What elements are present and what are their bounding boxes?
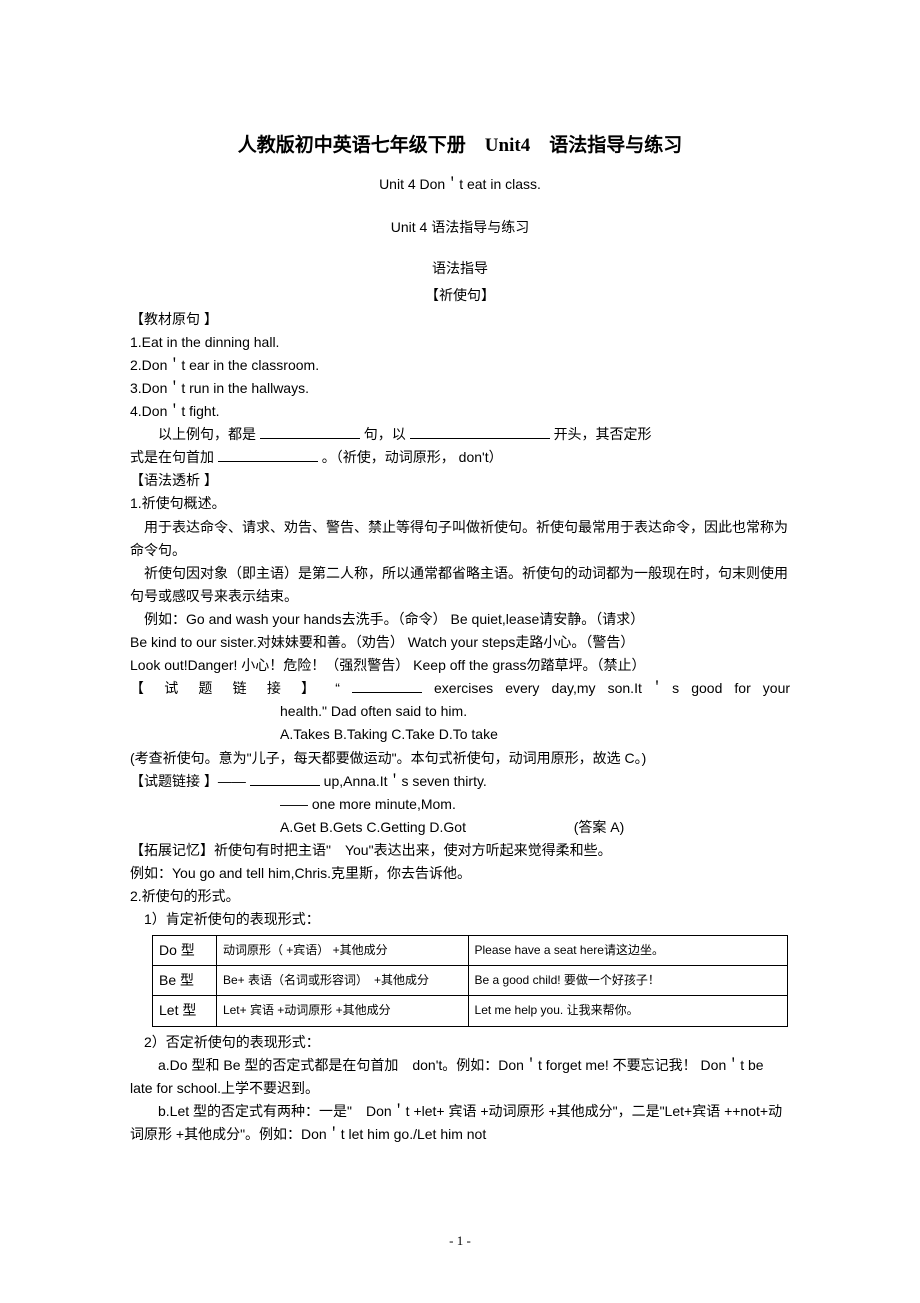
blank-field (250, 772, 320, 786)
table-row: Do 型 动词原形（ +宾语） +其他成分 Please have a seat… (153, 936, 788, 966)
document-title: 人教版初中英语七年级下册 Unit4 语法指导与练习 (130, 130, 790, 161)
text: exercises every day,my son.It＇s good for… (434, 680, 790, 696)
positive-form-heading: 1）肯定祈使句的表现形式： (130, 908, 790, 931)
cell-example: Please have a seat here请这边坐。 (468, 936, 787, 966)
document-page: 人教版初中英语七年级下册 Unit4 语法指导与练习 Unit 4 Don＇t … (0, 0, 920, 1186)
page-number: - 1 - (0, 1233, 920, 1249)
cell-example: Be a good child! 要做一个好孩子！ (468, 966, 787, 996)
question-link-1-choices: A.Takes B.Taking C.Take D.To take (130, 723, 790, 746)
extension-label: 【拓展记忆】祈使句有时把主语" You"表达出来，使对方听起来觉得柔和些。 (130, 839, 790, 862)
analysis-4: 例如：Go and wash your hands去洗手。（命令） Be qui… (130, 608, 790, 631)
text: 以上例句，都是 (158, 426, 260, 442)
source-sentence-4: 4.Don＇t fight. (130, 400, 790, 423)
blank-field (260, 425, 360, 439)
source-label: 【教材原句 】 (130, 308, 790, 331)
source-sentence-1: 1.Eat in the dinning hall. (130, 331, 790, 354)
negative-form-b: b.Let 型的否定式有两种：一是" Don＇t +let+ 宾语 +动词原形 … (130, 1100, 790, 1146)
question-link-1-explanation: (考查祈使句。意为"儿子，每天都要做运动"。本句式祈使句，动词用原形，故选 C。… (130, 747, 790, 770)
analysis-2: 用于表达命令、请求、劝告、警告、禁止等得句子叫做祈使句。祈使句最常用于表达命令，… (130, 516, 790, 562)
text: 【 试 题 链 接 】 “ (130, 680, 352, 696)
answer-text: (答案 A) (574, 819, 625, 835)
form-heading: 2.祈使句的形式。 (130, 885, 790, 908)
question-link-1-line-1: 【 试 题 链 接 】 “ exercises every day,my son… (130, 677, 790, 700)
analysis-1: 1.祈使句概述。 (130, 492, 790, 515)
section-label: Unit 4 语法指导与练习 (130, 216, 790, 239)
analysis-label: 【语法透析 】 (130, 469, 790, 492)
source-sentence-3: 3.Don＇t run in the hallways. (130, 377, 790, 400)
text: up,Anna.It＇s seven thirty. (324, 773, 487, 789)
text: 【试题链接 】—— (130, 773, 250, 789)
negative-form-a: a.Do 型和 Be 型的否定式都是在句首加 don't。例如：Don＇t fo… (130, 1054, 790, 1100)
cell-structure: Be+ 表语（名词或形容词） +其他成分 (216, 966, 468, 996)
cell-type: Do 型 (153, 936, 217, 966)
grammar-subheading: 【祈使句】 (130, 285, 790, 308)
question-link-2-choices: A.Get B.Gets C.Getting D.Got (答案 A) (130, 816, 790, 839)
question-link-2-line-1: 【试题链接 】—— up,Anna.It＇s seven thirty. (130, 770, 790, 793)
fill-blank-line-1: 以上例句，都是 句，以 开头，其否定形 (130, 423, 790, 446)
subtitle: Unit 4 Don＇t eat in class. (130, 173, 790, 196)
analysis-6: Look out!Danger! 小心！危险！（强烈警告） Keep off t… (130, 654, 790, 677)
source-sentence-2: 2.Don＇t ear in the classroom. (130, 354, 790, 377)
cell-structure: Let+ 宾语 +动词原形 +其他成分 (216, 996, 468, 1026)
analysis-3: 祈使句因对象（即主语）是第二人称，所以通常都省略主语。祈使句的动词都为一般现在时… (130, 562, 790, 608)
text: 。（祈使，动词原形， don't） (322, 449, 503, 465)
blank-field (410, 425, 550, 439)
cell-structure: 动词原形（ +宾语） +其他成分 (216, 936, 468, 966)
negative-form-heading: 2）否定祈使句的表现形式： (130, 1031, 790, 1054)
text: 式是在句首加 (130, 449, 218, 465)
grammar-heading: 语法指导 (130, 258, 790, 281)
question-link-1-line-2: health." Dad often said to him. (130, 700, 790, 723)
text: 开头，其否定形 (554, 426, 652, 442)
imperative-forms-table: Do 型 动词原形（ +宾语） +其他成分 Please have a seat… (152, 935, 788, 1026)
cell-type: Be 型 (153, 966, 217, 996)
analysis-5: Be kind to our sister.对妹妹要和善。（劝告） Watch … (130, 631, 790, 654)
table-row: Be 型 Be+ 表语（名词或形容词） +其他成分 Be a good chil… (153, 966, 788, 996)
blank-field (352, 679, 422, 693)
cell-type: Let 型 (153, 996, 217, 1026)
table-row: Let 型 Let+ 宾语 +动词原形 +其他成分 Let me help yo… (153, 996, 788, 1026)
extension-example: 例如：You go and tell him,Chris.克里斯，你去告诉他。 (130, 862, 790, 885)
fill-blank-line-2: 式是在句首加 。（祈使，动词原形， don't） (130, 446, 790, 469)
text: 句，以 (364, 426, 410, 442)
cell-example: Let me help you. 让我来帮你。 (468, 996, 787, 1026)
question-link-2-line-2: —— one more minute,Mom. (130, 793, 790, 816)
blank-field (218, 448, 318, 462)
choices-text: A.Get B.Gets C.Getting D.Got (280, 819, 466, 835)
